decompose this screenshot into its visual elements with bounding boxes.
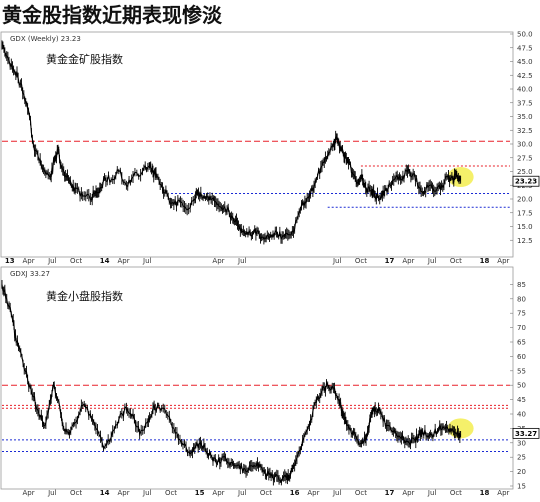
gdxj-plot-frame bbox=[0, 266, 514, 490]
gdxj-last-value-label: 33.27 bbox=[515, 430, 537, 438]
gdxj-xtick-label: Apr bbox=[23, 489, 35, 497]
gdx-xtick-label: Apr bbox=[23, 257, 35, 265]
gdx-levels bbox=[2, 140, 510, 208]
gdxj-xtick-label: Apr bbox=[402, 489, 414, 497]
gdx-xtick-label: 18 bbox=[480, 257, 490, 265]
gdx-xtick-label: 14 bbox=[100, 257, 110, 265]
gdx-xtick-label: 13 bbox=[5, 257, 15, 265]
gdx-y-axis: 12.515.017.520.022.525.027.530.032.535.0… bbox=[510, 31, 533, 245]
gdxj-x-axis: Apr Jul Oct 14 Apr Jul Oct 15 Apr Jul Oct 16 Apr Jul O… bbox=[23, 489, 510, 497]
gdx-ytick-label: 40.0 bbox=[517, 86, 533, 94]
gdxj-levels bbox=[2, 384, 510, 452]
gdx-ytick-label: 20.0 bbox=[517, 196, 533, 204]
gdx-last-value-box bbox=[512, 175, 540, 187]
gdxj-xtick-label: 16 bbox=[290, 489, 300, 497]
page-title: 黄金股指数近期表现惨淡 bbox=[2, 3, 222, 27]
gdx-xtick-label: Apr bbox=[117, 257, 129, 265]
gdxj-xtick-label: Apr bbox=[307, 489, 319, 497]
gdx-ytick-label: 47.5 bbox=[517, 44, 533, 52]
gdxj-xtick-label: Oct bbox=[355, 489, 367, 497]
gdxj-ytick-label: 40 bbox=[517, 411, 526, 419]
gdxj-xtick-label: Oct bbox=[70, 489, 82, 497]
gdxj-xtick-label: Apr bbox=[212, 489, 224, 497]
gdxj-panel: GDXJ 33.27 黄金小盘股指数 152025303540455055606… bbox=[0, 266, 540, 497]
gdxj-ytick-label: 80 bbox=[517, 295, 526, 303]
gdxj-xtick-label: 17 bbox=[385, 489, 395, 497]
gdxj-xtick-label: 18 bbox=[480, 489, 490, 497]
gdx-xtick-label: Apr bbox=[212, 257, 224, 265]
gdx-xtick-label: Jul bbox=[142, 257, 152, 265]
gdxj-xtick-label: Oct bbox=[450, 489, 462, 497]
gdxj-ytick-label: 15 bbox=[517, 483, 526, 491]
gdx-xtick-label: Jul bbox=[332, 257, 342, 265]
gdx-ytick-label: 32.5 bbox=[517, 127, 533, 135]
gdx-plot-frame bbox=[0, 31, 514, 258]
gdx-xtick-label: Apr bbox=[402, 257, 414, 265]
gdxj-xtick-label: Oct bbox=[260, 489, 272, 497]
gdx-ytick-label: 25.0 bbox=[517, 168, 533, 176]
gdxj-xtick-label: Apr bbox=[117, 489, 129, 497]
gdx-xtick-label: Oct bbox=[355, 257, 367, 265]
gdx-chart-label: 黄金金矿股指数 bbox=[46, 52, 123, 66]
gdxj-xtick-label: Oct bbox=[165, 489, 177, 497]
gdxj-ytick-label: 25 bbox=[517, 454, 526, 462]
gdx-ytick-label: 50.0 bbox=[517, 31, 533, 39]
gdxj-xtick-label: 14 bbox=[100, 489, 110, 497]
gdxj-price-series bbox=[1, 280, 462, 486]
gdxj-last-value-badge: 33.27 bbox=[512, 427, 540, 439]
gdx-xtick-label: Jul bbox=[47, 257, 57, 265]
gdxj-ytick-label: 55 bbox=[517, 367, 526, 375]
gdx-xtick-label: Oct bbox=[70, 257, 82, 265]
gdxj-header: GDXJ 33.27 bbox=[10, 270, 50, 278]
gdx-price-line bbox=[1, 44, 462, 241]
gdxj-ytick-label: 75 bbox=[517, 310, 526, 318]
gdx-ytick-label: 37.5 bbox=[517, 99, 533, 107]
gdx-ytick-label: 30.0 bbox=[517, 141, 533, 149]
gdx-ytick-label: 15.0 bbox=[517, 223, 533, 231]
gdxj-last-value-box bbox=[512, 427, 540, 439]
gdxj-xtick-label: Apr bbox=[497, 489, 509, 497]
gdxj-ytick-label: 30 bbox=[517, 439, 526, 447]
gdx-panel: GDX (Weekly) 23.23 黄金金矿股指数 12.5 15.0 17.5 2… bbox=[0, 31, 540, 265]
gdx-xtick-label: Jul bbox=[427, 257, 437, 265]
gdx-price-series bbox=[1, 40, 462, 245]
gdx-ytick-label: 35.0 bbox=[517, 113, 533, 121]
gdxj-ytick-label: 60 bbox=[517, 353, 526, 361]
gdx-header: GDX (Weekly) 23.23 bbox=[10, 35, 81, 43]
gdx-xtick-label: Apr bbox=[497, 257, 509, 265]
gdx-ytick-label: 42.5 bbox=[517, 72, 533, 80]
gdxj-y-axis: 152025303540455055606570758085 bbox=[510, 281, 526, 491]
gdx-ytick-label: 17.5 bbox=[517, 209, 533, 217]
gdx-last-value-label: 23.23 bbox=[515, 178, 537, 186]
gdxj-xtick-label: Jul bbox=[142, 489, 152, 497]
gdx-xtick-label: 17 bbox=[385, 257, 395, 265]
gdx-xtick-label: Oct bbox=[450, 257, 462, 265]
gdxj-ytick-label: 20 bbox=[517, 468, 526, 476]
gdx-ytick-label: 27.5 bbox=[517, 154, 533, 162]
gdxj-xtick-label: Jul bbox=[332, 489, 342, 497]
gdx-x-axis: 13 Apr Jul Oct 14 Apr Jul Apr Jul Jul Oct 17 Apr Jul O… bbox=[5, 257, 510, 265]
gdxj-xtick-label: 15 bbox=[195, 489, 205, 497]
gdxj-chart-label: 黄金小盘股指数 bbox=[46, 289, 123, 303]
gdxj-ytick-label: 50 bbox=[517, 382, 526, 390]
gdxj-xtick-label: Jul bbox=[427, 489, 437, 497]
gdx-ytick-label: 12.5 bbox=[517, 237, 533, 245]
gdxj-xtick-label: Jul bbox=[47, 489, 57, 497]
gdxj-xtick-label: Jul bbox=[237, 489, 247, 497]
gdx-last-value-badge: 23.23 bbox=[512, 175, 540, 187]
gdx-ytick-label: 45.0 bbox=[517, 58, 533, 66]
gdxj-ytick-label: 70 bbox=[517, 324, 526, 332]
gdxj-ytick-label: 45 bbox=[517, 396, 526, 404]
gdxj-ytick-label: 65 bbox=[517, 339, 526, 347]
gdx-xtick-label: Jul bbox=[237, 257, 247, 265]
gdxj-ytick-label: 85 bbox=[517, 281, 526, 289]
charts-canvas: GDX (Weekly) 23.23 黄金金矿股指数 12.5 15.0 17.5 2… bbox=[0, 31, 540, 497]
gdxj-price-line bbox=[1, 284, 462, 484]
